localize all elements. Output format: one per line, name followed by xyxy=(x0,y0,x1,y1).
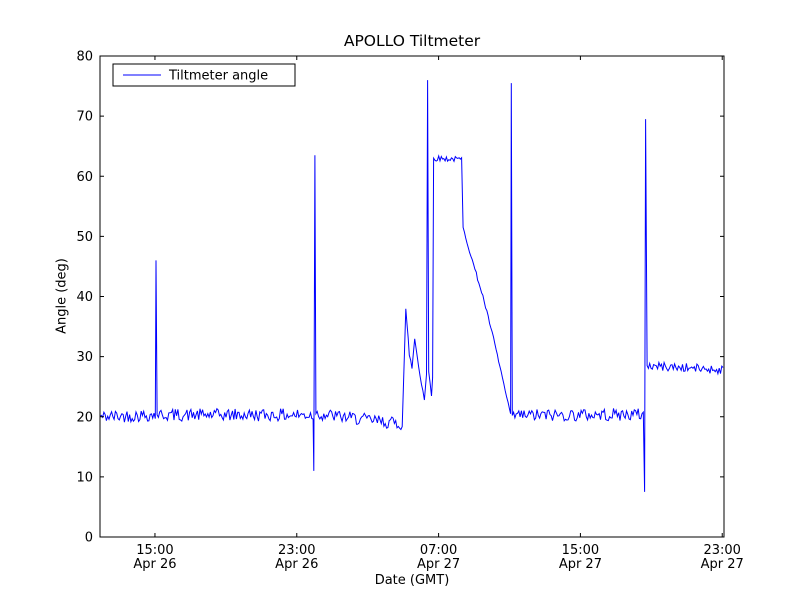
x-axis-label: Date (GMT) xyxy=(374,573,450,588)
svg-text:15:00: 15:00 xyxy=(136,543,173,558)
svg-text:80: 80 xyxy=(76,50,93,65)
svg-text:50: 50 xyxy=(76,230,93,245)
legend-label: Tiltmeter angle xyxy=(168,69,268,84)
svg-text:60: 60 xyxy=(76,170,93,185)
svg-text:Apr 27: Apr 27 xyxy=(417,557,460,572)
svg-text:Apr 26: Apr 26 xyxy=(133,557,176,572)
svg-text:40: 40 xyxy=(76,290,93,305)
svg-text:Apr 27: Apr 27 xyxy=(559,557,602,572)
axes-frame xyxy=(99,55,725,538)
svg-text:70: 70 xyxy=(76,110,93,125)
svg-text:30: 30 xyxy=(76,350,93,365)
svg-text:Apr 26: Apr 26 xyxy=(275,557,318,572)
svg-text:0: 0 xyxy=(85,531,93,546)
svg-text:20: 20 xyxy=(76,410,93,425)
svg-text:23:00: 23:00 xyxy=(278,543,315,558)
svg-text:23:00: 23:00 xyxy=(703,543,740,558)
tiltmeter-angle-line xyxy=(100,80,724,492)
chart-title: APOLLO Tiltmeter xyxy=(343,32,481,50)
svg-text:10: 10 xyxy=(76,470,93,485)
axis-ticks xyxy=(100,55,724,538)
y-axis-label: Angle (deg) xyxy=(54,258,70,334)
svg-text:Apr 27: Apr 27 xyxy=(701,557,744,572)
svg-text:15:00: 15:00 xyxy=(562,543,599,558)
svg-text:07:00: 07:00 xyxy=(420,543,457,558)
legend: Tiltmeter angle xyxy=(112,63,296,87)
